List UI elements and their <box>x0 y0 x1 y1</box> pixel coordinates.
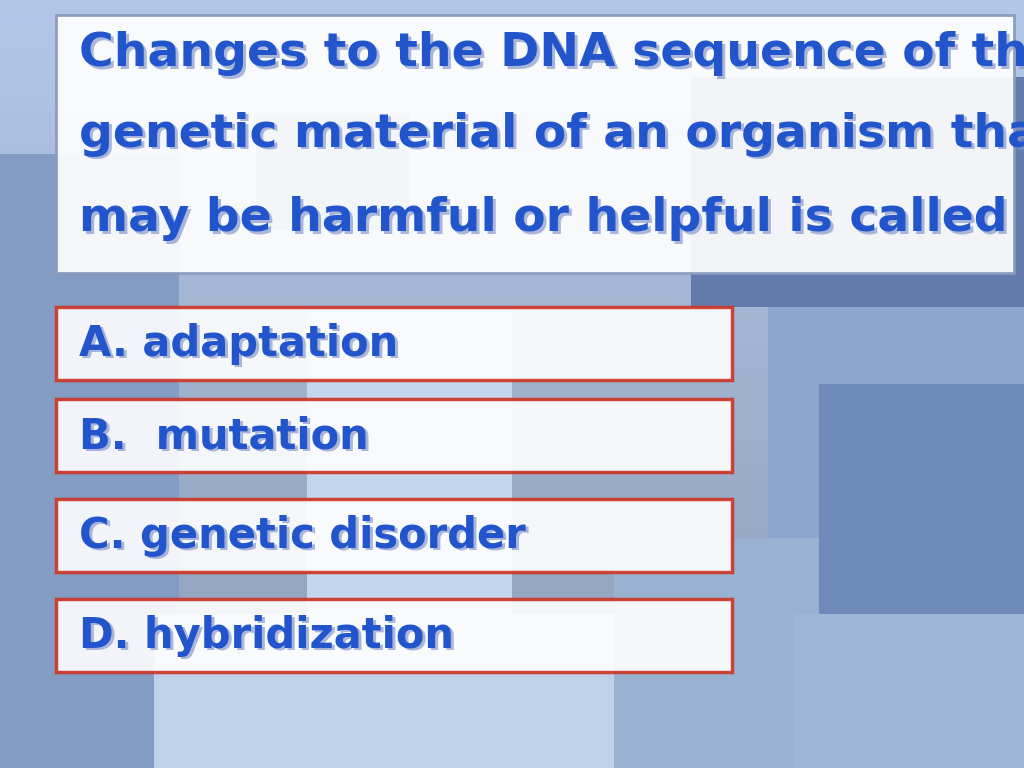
Text: genetic material of an organism that: genetic material of an organism that <box>82 114 1024 159</box>
Text: C. genetic disorder: C. genetic disorder <box>79 515 525 557</box>
FancyBboxPatch shape <box>56 599 732 672</box>
FancyBboxPatch shape <box>56 307 732 380</box>
Text: may be harmful or helpful is called: may be harmful or helpful is called <box>79 197 1008 241</box>
Text: Changes to the DNA sequence of the: Changes to the DNA sequence of the <box>82 34 1024 78</box>
Text: A. adaptation: A. adaptation <box>79 323 398 365</box>
FancyBboxPatch shape <box>56 399 732 472</box>
Text: D. hybridization: D. hybridization <box>82 617 457 659</box>
Text: may be harmful or helpful is called: may be harmful or helpful is called <box>82 199 1011 243</box>
Text: genetic material of an organism that: genetic material of an organism that <box>79 112 1024 157</box>
Text: B.  mutation: B. mutation <box>79 415 369 457</box>
Text: C. genetic disorder: C. genetic disorder <box>82 518 528 559</box>
Text: A. adaptation: A. adaptation <box>82 326 401 367</box>
FancyBboxPatch shape <box>56 499 732 572</box>
FancyBboxPatch shape <box>56 15 1014 273</box>
Text: Changes to the DNA sequence of the: Changes to the DNA sequence of the <box>79 31 1024 76</box>
Text: D. hybridization: D. hybridization <box>79 615 454 657</box>
Text: B.  mutation: B. mutation <box>82 418 372 459</box>
